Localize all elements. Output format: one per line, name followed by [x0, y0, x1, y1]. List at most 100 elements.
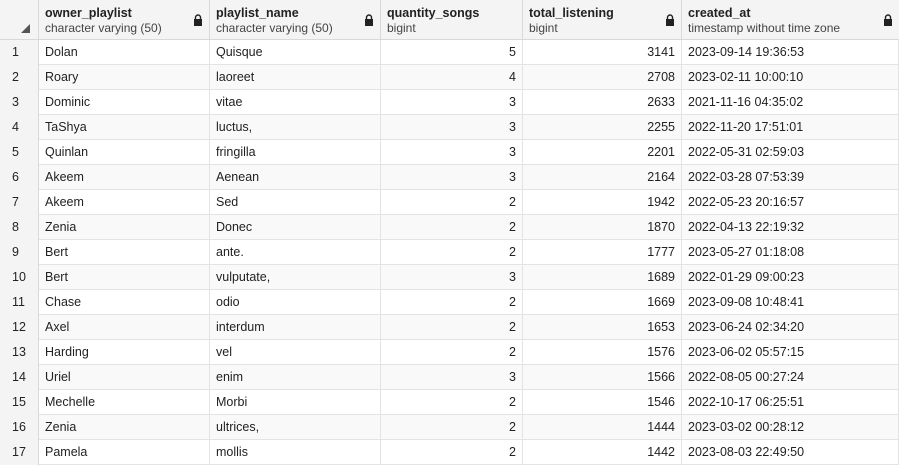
cell-total-listening[interactable]: 1870 [523, 215, 682, 240]
cell-owner-playlist[interactable]: Dolan [39, 40, 210, 65]
table-row[interactable]: 14 Uriel enim 3 1566 2022-08-05 00:27:24 [0, 365, 899, 390]
cell-owner-playlist[interactable]: Zenia [39, 215, 210, 240]
cell-total-listening[interactable]: 2255 [523, 115, 682, 140]
table-row[interactable]: 13 Harding vel 2 1576 2023-06-02 05:57:15 [0, 340, 899, 365]
cell-playlist-name[interactable]: ultrices, [210, 415, 381, 440]
cell-total-listening[interactable]: 1546 [523, 390, 682, 415]
cell-playlist-name[interactable]: fringilla [210, 140, 381, 165]
cell-quantity-songs[interactable]: 2 [381, 215, 523, 240]
cell-quantity-songs[interactable]: 5 [381, 40, 523, 65]
table-row[interactable]: 1 Dolan Quisque 5 3141 2023-09-14 19:36:53 [0, 40, 899, 65]
cell-owner-playlist[interactable]: Pamela [39, 440, 210, 465]
table-row[interactable]: 5 Quinlan fringilla 3 2201 2022-05-31 02:59:0… [0, 140, 899, 165]
cell-quantity-songs[interactable]: 3 [381, 265, 523, 290]
cell-owner-playlist[interactable]: Bert [39, 265, 210, 290]
row-number[interactable]: 8 [0, 215, 39, 240]
cell-owner-playlist[interactable]: Akeem [39, 165, 210, 190]
cell-owner-playlist[interactable]: Harding [39, 340, 210, 365]
cell-owner-playlist[interactable]: Akeem [39, 190, 210, 215]
table-row[interactable]: 2 Roary laoreet 4 2708 2023-02-11 10:00:10 [0, 65, 899, 90]
row-number[interactable]: 7 [0, 190, 39, 215]
row-number[interactable]: 11 [0, 290, 39, 315]
cell-created-at[interactable]: 2022-05-23 20:16:57 [682, 190, 899, 215]
table-row[interactable]: 17 Pamela mollis 2 1442 2023-08-03 22:49:50 [0, 440, 899, 465]
cell-total-listening[interactable]: 2708 [523, 65, 682, 90]
cell-created-at[interactable]: 2023-06-02 05:57:15 [682, 340, 899, 365]
column-header-quantity-songs[interactable]: quantity_songs bigint [381, 0, 523, 40]
cell-quantity-songs[interactable]: 3 [381, 365, 523, 390]
cell-quantity-songs[interactable]: 3 [381, 90, 523, 115]
cell-owner-playlist[interactable]: Uriel [39, 365, 210, 390]
cell-quantity-songs[interactable]: 4 [381, 65, 523, 90]
cell-total-listening[interactable]: 1669 [523, 290, 682, 315]
cell-owner-playlist[interactable]: Mechelle [39, 390, 210, 415]
cell-owner-playlist[interactable]: Axel [39, 315, 210, 340]
cell-created-at[interactable]: 2023-05-27 01:18:08 [682, 240, 899, 265]
cell-created-at[interactable]: 2023-06-24 02:34:20 [682, 315, 899, 340]
row-number[interactable]: 15 [0, 390, 39, 415]
cell-created-at[interactable]: 2022-11-20 17:51:01 [682, 115, 899, 140]
table-row[interactable]: 7 Akeem Sed 2 1942 2022-05-23 20:16:57 [0, 190, 899, 215]
table-row[interactable]: 12 Axel interdum 2 1653 2023-06-24 02:34:20 [0, 315, 899, 340]
table-row[interactable]: 8 Zenia Donec 2 1870 2022-04-13 22:19:32 [0, 215, 899, 240]
cell-playlist-name[interactable]: vitae [210, 90, 381, 115]
cell-total-listening[interactable]: 1444 [523, 415, 682, 440]
row-number[interactable]: 6 [0, 165, 39, 190]
cell-playlist-name[interactable]: enim [210, 365, 381, 390]
cell-playlist-name[interactable]: ante. [210, 240, 381, 265]
cell-created-at[interactable]: 2023-09-08 10:48:41 [682, 290, 899, 315]
cell-created-at[interactable]: 2022-10-17 06:25:51 [682, 390, 899, 415]
cell-playlist-name[interactable]: vel [210, 340, 381, 365]
row-number[interactable]: 9 [0, 240, 39, 265]
cell-total-listening[interactable]: 1777 [523, 240, 682, 265]
cell-created-at[interactable]: 2022-01-29 09:00:23 [682, 265, 899, 290]
column-header-playlist-name[interactable]: playlist_name character varying (50) [210, 0, 381, 40]
cell-playlist-name[interactable]: laoreet [210, 65, 381, 90]
cell-quantity-songs[interactable]: 3 [381, 115, 523, 140]
row-number[interactable]: 3 [0, 90, 39, 115]
table-row[interactable]: 9 Bert ante. 2 1777 2023-05-27 01:18:08 [0, 240, 899, 265]
cell-quantity-songs[interactable]: 2 [381, 390, 523, 415]
row-number[interactable]: 10 [0, 265, 39, 290]
cell-total-listening[interactable]: 1566 [523, 365, 682, 390]
cell-playlist-name[interactable]: odio [210, 290, 381, 315]
table-row[interactable]: 3 Dominic vitae 3 2633 2021-11-16 04:35:02 [0, 90, 899, 115]
column-header-total-listening[interactable]: total_listening bigint [523, 0, 682, 40]
cell-quantity-songs[interactable]: 2 [381, 440, 523, 465]
row-number[interactable]: 13 [0, 340, 39, 365]
cell-created-at[interactable]: 2023-02-11 10:00:10 [682, 65, 899, 90]
cell-created-at[interactable]: 2023-08-03 22:49:50 [682, 440, 899, 465]
table-row[interactable]: 6 Akeem Aenean 3 2164 2022-03-28 07:53:39 [0, 165, 899, 190]
cell-playlist-name[interactable]: Morbi [210, 390, 381, 415]
row-number[interactable]: 5 [0, 140, 39, 165]
cell-total-listening[interactable]: 1942 [523, 190, 682, 215]
cell-owner-playlist[interactable]: Chase [39, 290, 210, 315]
table-row[interactable]: 15 Mechelle Morbi 2 1546 2022-10-17 06:25:51 [0, 390, 899, 415]
cell-owner-playlist[interactable]: TaShya [39, 115, 210, 140]
cell-quantity-songs[interactable]: 2 [381, 190, 523, 215]
cell-playlist-name[interactable]: Donec [210, 215, 381, 240]
column-header-owner-playlist[interactable]: owner_playlist character varying (50) [39, 0, 210, 40]
cell-total-listening[interactable]: 2633 [523, 90, 682, 115]
row-number[interactable]: 2 [0, 65, 39, 90]
cell-created-at[interactable]: 2022-08-05 00:27:24 [682, 365, 899, 390]
cell-owner-playlist[interactable]: Dominic [39, 90, 210, 115]
cell-quantity-songs[interactable]: 3 [381, 165, 523, 190]
table-row[interactable]: 4 TaShya luctus, 3 2255 2022-11-20 17:51:01 [0, 115, 899, 140]
row-number[interactable]: 17 [0, 440, 39, 465]
cell-quantity-songs[interactable]: 2 [381, 340, 523, 365]
cell-playlist-name[interactable]: Aenean [210, 165, 381, 190]
cell-owner-playlist[interactable]: Zenia [39, 415, 210, 440]
cell-quantity-songs[interactable]: 2 [381, 315, 523, 340]
cell-total-listening[interactable]: 2164 [523, 165, 682, 190]
cell-created-at[interactable]: 2022-03-28 07:53:39 [682, 165, 899, 190]
cell-quantity-songs[interactable]: 2 [381, 240, 523, 265]
row-number[interactable]: 16 [0, 415, 39, 440]
cell-total-listening[interactable]: 3141 [523, 40, 682, 65]
cell-total-listening[interactable]: 2201 [523, 140, 682, 165]
cell-playlist-name[interactable]: Sed [210, 190, 381, 215]
cell-playlist-name[interactable]: mollis [210, 440, 381, 465]
select-all-corner[interactable] [0, 0, 39, 40]
cell-total-listening[interactable]: 1442 [523, 440, 682, 465]
row-number[interactable]: 14 [0, 365, 39, 390]
